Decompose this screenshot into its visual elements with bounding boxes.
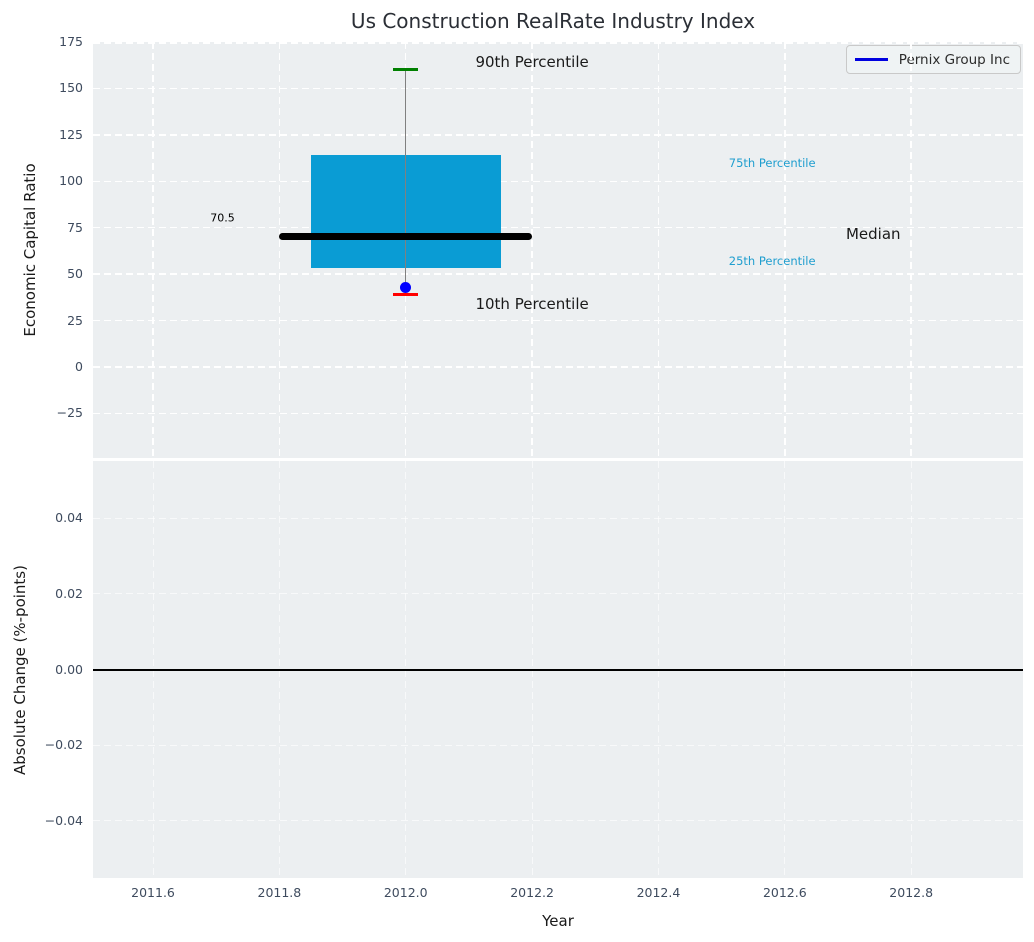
annotation: 10th Percentile xyxy=(475,294,589,313)
grid-line xyxy=(93,273,1023,275)
grid-line xyxy=(93,517,1023,519)
annotation: Median xyxy=(845,225,901,244)
legend: Pernix Group Inc xyxy=(845,45,1021,74)
y-tick-label: 25 xyxy=(67,312,83,328)
y-tick-label: 75 xyxy=(67,219,83,235)
y-tick-label: −0.02 xyxy=(44,737,83,753)
y-tick-label: −0.04 xyxy=(44,812,83,828)
grid-line xyxy=(152,42,154,458)
grid-line xyxy=(93,412,1023,415)
annotation: 25th Percentile xyxy=(728,254,816,269)
x-tick-label: 2012.0 xyxy=(383,885,428,900)
whisker xyxy=(404,69,407,295)
y-tick-label: 0 xyxy=(75,359,83,374)
whisker-cap-90th xyxy=(393,68,419,72)
x-tick-label: 2012.2 xyxy=(510,885,554,900)
grid-line xyxy=(657,42,660,458)
zero-line xyxy=(93,668,1023,671)
grid-line xyxy=(278,42,281,458)
annotation: 90th Percentile xyxy=(475,52,589,71)
whisker-cap-10th xyxy=(393,293,419,297)
x-tick-label: 2011.6 xyxy=(131,885,175,900)
grid-line xyxy=(93,744,1023,746)
top-axes xyxy=(93,42,1023,458)
median-line xyxy=(279,232,533,240)
annotation: 75th Percentile xyxy=(728,155,816,170)
x-tick-label: 2011.8 xyxy=(257,885,302,900)
y-tick-label: −25 xyxy=(56,405,83,421)
grid-line xyxy=(93,134,1023,136)
y-tick-label: 0.04 xyxy=(55,510,83,526)
grid-line xyxy=(93,87,1023,90)
x-tick-label: 2012.6 xyxy=(762,885,807,900)
y-tick-label: 50 xyxy=(67,266,83,282)
y-tick-label: 150 xyxy=(59,80,83,96)
y-tick-label: 175 xyxy=(59,34,83,49)
y-tick-label: 100 xyxy=(59,173,83,189)
grid-line xyxy=(93,820,1023,822)
chart-title: Us Construction RealRate Industry Index xyxy=(350,9,756,33)
annotation: 70.5 xyxy=(210,211,235,225)
legend-line-swatch xyxy=(854,58,888,61)
grid-line xyxy=(784,42,786,458)
grid-line xyxy=(910,42,912,458)
grid-line xyxy=(93,226,1023,229)
y-tick-label: 125 xyxy=(59,126,83,142)
grid-line xyxy=(93,366,1023,368)
grid-line xyxy=(93,319,1023,322)
x-axis-label: Year xyxy=(542,912,574,930)
y-tick-label: 0.02 xyxy=(55,585,83,601)
x-tick-label: 2012.8 xyxy=(889,885,934,900)
grid-line xyxy=(531,42,533,458)
grid-line xyxy=(93,42,1023,44)
legend-label: Pernix Group Inc xyxy=(898,51,1010,68)
x-tick-label: 2012.4 xyxy=(636,885,681,900)
grid-line xyxy=(93,593,1023,595)
company-marker xyxy=(400,281,412,293)
grid-line xyxy=(93,180,1023,183)
y-tick-label: 0.00 xyxy=(55,661,83,677)
